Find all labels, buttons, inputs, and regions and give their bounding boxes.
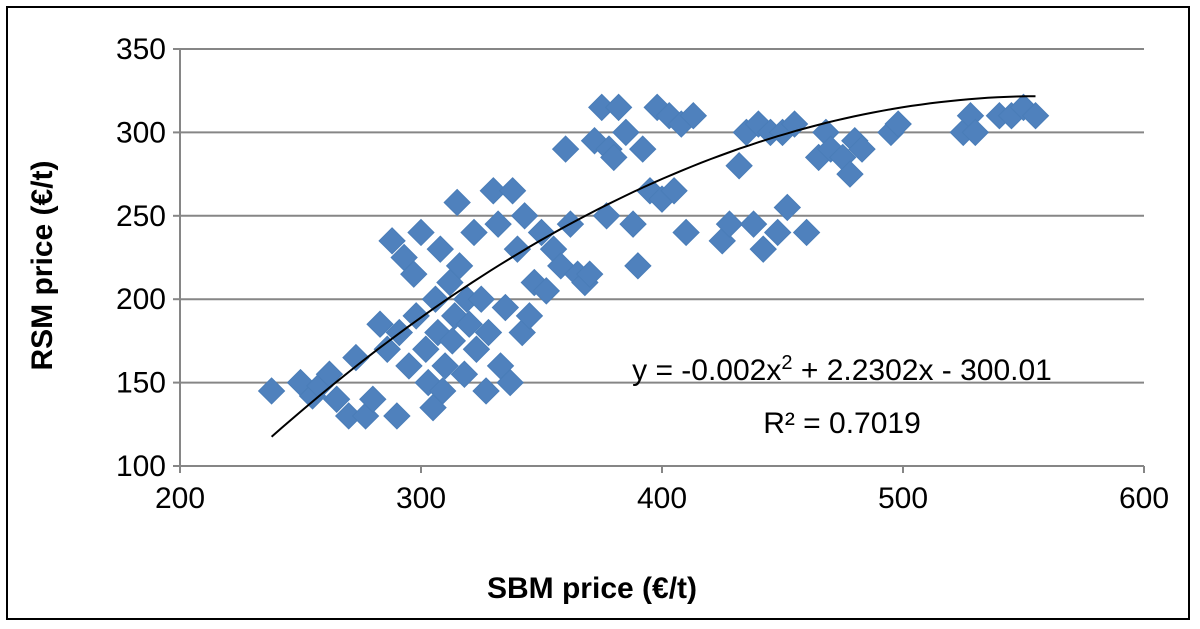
scatter-chart: 100 150 200 250 300 350 200 300 400 500 600 RSM pr… xyxy=(26,33,1169,605)
data-point xyxy=(619,210,647,238)
data-point xyxy=(460,218,488,247)
data-point xyxy=(395,352,423,380)
data-point xyxy=(472,377,500,405)
data-point xyxy=(600,143,628,172)
data-point xyxy=(421,285,450,313)
x-tick-label-500: 500 xyxy=(878,482,928,515)
data-point xyxy=(725,152,753,180)
data-point xyxy=(443,188,471,217)
y-axis-title: RSM price (€/t) xyxy=(26,160,59,370)
data-point xyxy=(763,218,792,247)
data-point xyxy=(402,302,430,330)
trendline-equation: y = -0.002x2 + 2.2302x - 300.01 xyxy=(632,352,1052,387)
data-point xyxy=(679,102,708,130)
data-point xyxy=(462,335,491,363)
data-point xyxy=(378,227,406,255)
tick-labels: 100 150 200 250 300 350 200 300 400 500 600 xyxy=(116,33,1169,515)
data-point xyxy=(792,218,821,247)
data-point xyxy=(848,135,876,163)
data-point xyxy=(383,402,411,430)
data-point xyxy=(624,252,652,280)
data-point xyxy=(322,385,351,413)
data-point xyxy=(612,118,640,147)
data-point xyxy=(373,335,401,363)
data-point xyxy=(445,252,474,280)
data-point xyxy=(484,210,512,238)
data-point xyxy=(498,177,527,205)
data-point xyxy=(961,118,990,147)
data-point xyxy=(739,210,768,238)
data-point xyxy=(479,177,508,205)
data-point xyxy=(257,377,286,405)
y-tick-label-150: 150 xyxy=(116,367,166,400)
data-points xyxy=(257,93,1050,430)
data-point xyxy=(431,352,459,380)
y-tick-label-350: 350 xyxy=(116,33,166,66)
equation-prefix: y = -0.002x xyxy=(632,354,781,387)
chart-frame: 100 150 200 250 300 350 200 300 400 500 600 RSM pr… xyxy=(6,6,1190,620)
data-point xyxy=(474,318,503,347)
data-point xyxy=(527,218,556,247)
data-point xyxy=(426,235,454,263)
x-tick-label-300: 300 xyxy=(396,482,446,515)
data-point xyxy=(450,360,479,388)
y-tick-label-200: 200 xyxy=(116,283,166,316)
data-point xyxy=(366,310,394,338)
data-point xyxy=(780,110,809,138)
data-point xyxy=(455,310,483,338)
data-point xyxy=(884,110,912,138)
equation-exponent: 2 xyxy=(781,352,792,374)
data-point xyxy=(836,160,864,188)
x-tick-label-600: 600 xyxy=(1119,482,1169,515)
data-point xyxy=(491,293,520,322)
data-point xyxy=(503,235,532,263)
x-axis-title: SBM price (€/t) xyxy=(487,572,697,605)
data-point xyxy=(510,202,539,230)
data-point xyxy=(515,302,544,330)
data-point xyxy=(715,210,744,238)
data-point xyxy=(407,218,435,247)
x-tick-label-200: 200 xyxy=(155,482,205,515)
data-point xyxy=(551,135,580,163)
data-point xyxy=(773,193,802,222)
data-point xyxy=(428,377,457,405)
data-point xyxy=(359,385,387,413)
data-point xyxy=(412,335,440,363)
data-point xyxy=(660,177,688,205)
data-point xyxy=(575,260,604,288)
data-point xyxy=(604,93,633,122)
data-point xyxy=(592,202,621,230)
y-tick-label-300: 300 xyxy=(116,116,166,149)
data-point xyxy=(438,327,467,355)
axes xyxy=(173,48,1145,473)
data-point xyxy=(342,343,370,372)
data-point xyxy=(467,285,495,313)
data-point xyxy=(400,260,428,288)
data-point xyxy=(532,277,561,305)
equation-suffix: + 2.2302x - 300.01 xyxy=(793,354,1052,387)
y-tick-label-250: 250 xyxy=(116,200,166,233)
data-point xyxy=(749,235,777,263)
data-point xyxy=(672,218,700,247)
r-squared-label: R² = 0.7019 xyxy=(763,407,921,440)
trendline-layer xyxy=(270,95,1036,438)
data-point xyxy=(496,368,524,397)
data-point xyxy=(629,135,657,163)
y-tick-label-100: 100 xyxy=(116,450,166,483)
x-tick-label-400: 400 xyxy=(637,482,687,515)
trendline xyxy=(270,95,1036,438)
data-point xyxy=(1021,102,1050,130)
